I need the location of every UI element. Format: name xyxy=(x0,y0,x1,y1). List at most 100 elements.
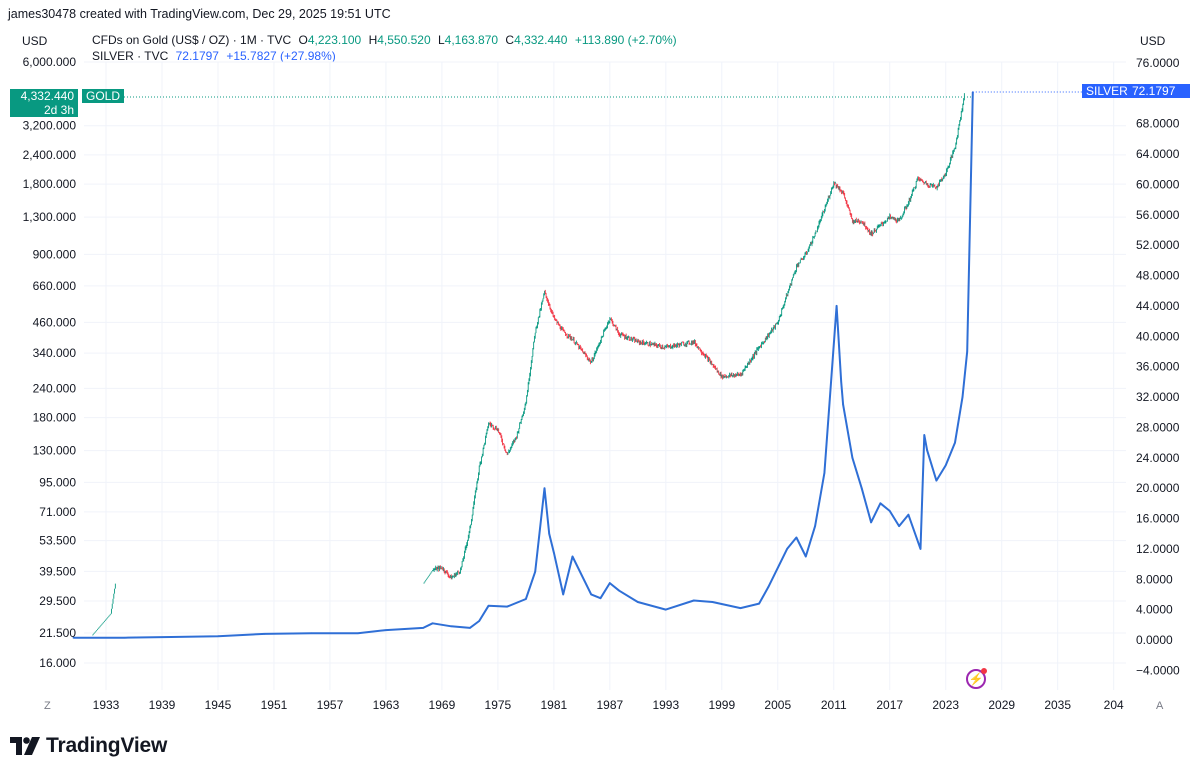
right-axis-tick: 4.0000 xyxy=(1136,603,1173,617)
gold-close-value: 4,332.440 xyxy=(514,33,568,47)
silver-point xyxy=(795,536,798,539)
gold-price-badge-value: 4,332.440 xyxy=(20,89,74,103)
silver-point xyxy=(935,479,938,482)
time-axis-tick: 1963 xyxy=(373,698,400,712)
silver-point xyxy=(739,607,742,609)
silver-legend-row[interactable]: SILVER · TVC 72.1797 +15.7827 (+27.98%) xyxy=(92,49,336,63)
silver-point xyxy=(478,620,481,622)
left-axis-tick: 1,800.000 xyxy=(23,177,77,191)
right-axis-tick: 36.0000 xyxy=(1136,360,1180,374)
silver-point xyxy=(786,548,788,550)
lightning-events-icon[interactable]: ⚡ xyxy=(966,669,986,689)
silver-point xyxy=(571,555,574,558)
silver-point xyxy=(944,464,947,467)
right-axis-tick: 64.0000 xyxy=(1136,147,1180,161)
silver-point xyxy=(804,555,807,558)
silver-point xyxy=(851,456,854,459)
silver-point xyxy=(506,605,509,608)
silver-point xyxy=(860,487,863,489)
silver-point xyxy=(385,629,387,631)
silver-change: +15.7827 (+27.98%) xyxy=(226,49,336,63)
right-axis-tick: 16.0000 xyxy=(1136,512,1180,526)
time-axis-tick: 1939 xyxy=(149,698,176,712)
left-axis-tick: 180.000 xyxy=(33,411,77,425)
time-axis-tick: 1957 xyxy=(317,698,344,712)
auto-scale-button[interactable]: A xyxy=(1156,700,1164,712)
silver-series-line xyxy=(73,91,974,639)
silver-point xyxy=(711,601,714,603)
silver-point xyxy=(923,434,926,436)
left-axis-tick: 3,200.000 xyxy=(23,119,77,133)
tradingview-logo-icon xyxy=(10,737,40,755)
chart-attribution: james30478 created with TradingView.com,… xyxy=(8,7,391,21)
silver-point xyxy=(590,593,592,596)
silver-point xyxy=(553,551,555,554)
left-axis-tick: 240.000 xyxy=(33,381,77,395)
time-axis-tick: 1999 xyxy=(708,698,735,712)
silver-point xyxy=(870,521,872,524)
time-axis-tick: 2011 xyxy=(821,698,847,712)
right-axis-tick: 60.0000 xyxy=(1136,177,1180,191)
right-axis-tick: 0.0000 xyxy=(1136,633,1173,647)
gold-open-value: 4,223.100 xyxy=(307,33,362,47)
notification-dot-icon xyxy=(981,668,987,674)
gold-tag: GOLD xyxy=(82,89,125,103)
time-axis-tick: 1969 xyxy=(429,698,456,712)
silver-point xyxy=(926,449,928,451)
gold-legend-row[interactable]: CFDs on Gold (US$ / OZ) · 1M · TVC O4,22… xyxy=(92,33,677,47)
left-axis-tick: 6,000.000 xyxy=(23,55,77,69)
left-axis-tick: 95.000 xyxy=(39,475,76,489)
silver-point xyxy=(835,305,838,307)
silver-point xyxy=(487,605,490,607)
right-axis-tick: 56.0000 xyxy=(1136,208,1180,222)
silver-point xyxy=(842,403,844,406)
right-axis-tick: 68.0000 xyxy=(1136,117,1180,131)
silver-point xyxy=(898,525,900,527)
gold-close-label: C xyxy=(505,33,515,47)
silver-point xyxy=(357,632,359,634)
silver-point xyxy=(618,589,620,592)
right-axis-tick: 40.0000 xyxy=(1136,329,1180,343)
left-axis-tick: 2,400.000 xyxy=(23,148,77,162)
right-axis-tick: 52.0000 xyxy=(1136,238,1180,252)
right-axis-unit: USD xyxy=(1140,34,1166,48)
time-axis-tick: 2017 xyxy=(876,698,903,712)
silver-price-badge: 72.1797 xyxy=(1128,84,1190,98)
time-axis-tick: 1993 xyxy=(652,698,679,712)
silver-point xyxy=(123,636,126,639)
right-axis-tick: 20.0000 xyxy=(1136,481,1180,495)
time-axis-tick: 1951 xyxy=(261,698,288,712)
silver-point xyxy=(548,532,550,535)
left-axis-tick: 21.500 xyxy=(39,626,76,640)
silver-point xyxy=(263,633,266,635)
silver-point xyxy=(450,625,453,628)
silver-point xyxy=(954,441,956,444)
zoom-reset-button[interactable]: Z xyxy=(44,700,51,712)
left-axis-tick: 39.500 xyxy=(39,564,76,578)
left-axis-ticks: 6,000.000 3,200.000 2,400.000 1,800.000 1,30… xyxy=(23,55,77,670)
silver-point xyxy=(72,636,75,639)
left-axis-tick: 53.500 xyxy=(39,534,76,548)
gold-price-badge: 4,332.440 2d 3h xyxy=(10,89,78,117)
silver-tag: SILVER xyxy=(1082,84,1132,98)
silver-point xyxy=(879,502,882,505)
time-axis-tick: 204 xyxy=(1104,698,1124,712)
time-axis-tick: 1981 xyxy=(541,698,568,712)
silver-legend-value: 72.1797 xyxy=(175,49,219,63)
gold-low-label: L xyxy=(437,33,445,47)
right-axis-tick: 28.0000 xyxy=(1136,420,1180,434)
gold-high-value: 4,550.520 xyxy=(377,33,431,47)
silver-point xyxy=(422,627,425,629)
left-axis-tick: 71.000 xyxy=(39,505,76,519)
silver-point xyxy=(907,513,910,516)
silver-point xyxy=(823,472,826,474)
time-axis-ticks: 1933 1939 1945 1951 1957 1963 1969 1975 1981 1987… xyxy=(93,698,1124,712)
time-axis-tick: 1945 xyxy=(205,698,232,712)
silver-point xyxy=(469,627,471,629)
right-axis-ticks: 76.0000 68.0000 64.0000 60.0000 56.0000 52.00… xyxy=(1136,56,1180,677)
left-axis-tick: 16.000 xyxy=(39,656,76,670)
gold-open-label: O xyxy=(298,33,308,47)
silver-point xyxy=(431,622,434,625)
time-axis-tick: 1987 xyxy=(596,698,623,712)
